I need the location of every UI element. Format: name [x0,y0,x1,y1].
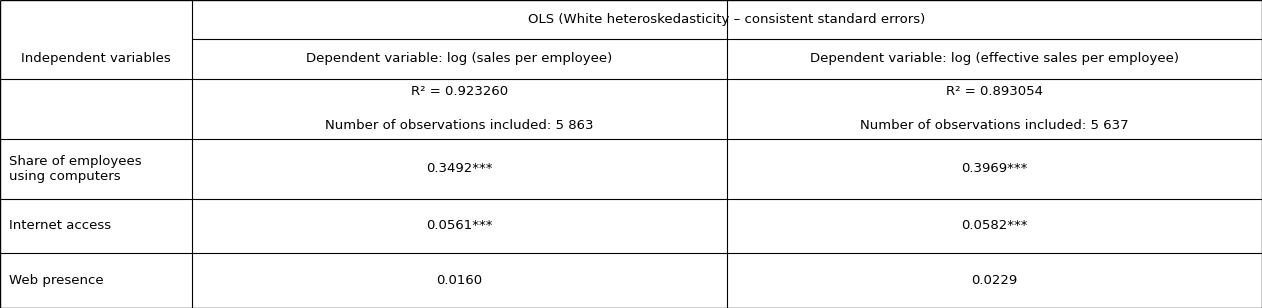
Text: Independent variables: Independent variables [21,52,170,66]
Text: Dependent variable: log (effective sales per employee): Dependent variable: log (effective sales… [810,52,1179,66]
Text: 0.0229: 0.0229 [972,274,1017,287]
Text: 0.0160: 0.0160 [437,274,482,287]
Text: 0.3969***: 0.3969*** [962,162,1027,176]
Text: 0.0561***: 0.0561*** [427,219,492,233]
Text: Number of observations included: 5 863: Number of observations included: 5 863 [326,119,593,132]
Text: Web presence: Web presence [9,274,103,287]
Text: Internet access: Internet access [9,219,111,233]
Text: 0.3492***: 0.3492*** [427,162,492,176]
Text: R² = 0.923260: R² = 0.923260 [411,85,507,99]
Text: Number of observations included: 5 637: Number of observations included: 5 637 [861,119,1128,132]
Text: R² = 0.893054: R² = 0.893054 [946,85,1042,99]
Text: Dependent variable: log (sales per employee): Dependent variable: log (sales per emplo… [307,52,612,66]
Text: OLS (White heteroskedasticity – consistent standard errors): OLS (White heteroskedasticity – consiste… [529,13,925,26]
Text: Share of employees
using computers: Share of employees using computers [9,155,141,183]
Text: 0.0582***: 0.0582*** [962,219,1027,233]
